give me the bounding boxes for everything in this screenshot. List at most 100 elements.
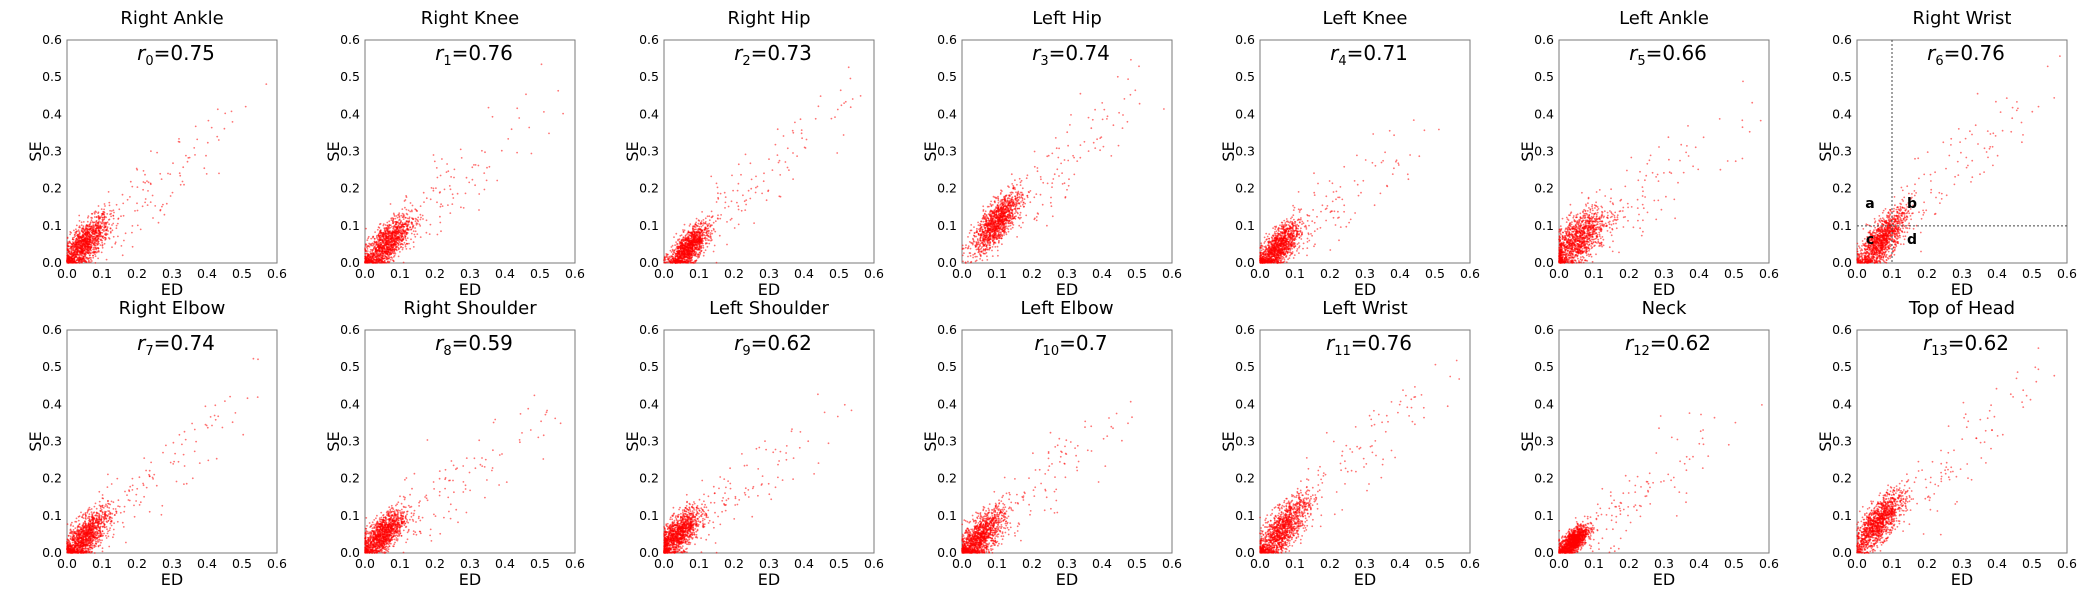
data-point [405, 208, 408, 211]
data-point [179, 183, 182, 186]
data-point [124, 232, 127, 235]
data-point [847, 66, 850, 69]
data-point [690, 232, 692, 235]
data-point [172, 162, 174, 165]
data-point [372, 256, 374, 259]
data-point [78, 231, 81, 234]
data-point [842, 134, 845, 136]
data-point [389, 203, 392, 205]
data-point [385, 262, 387, 264]
data-point [101, 241, 103, 244]
data-point [435, 167, 438, 169]
data-point [740, 209, 743, 212]
data-point [70, 245, 73, 248]
data-point [379, 237, 382, 240]
data-point [100, 222, 103, 225]
data-point [696, 242, 699, 244]
data-point [449, 212, 452, 215]
data-point [413, 233, 416, 236]
data-point [677, 239, 679, 242]
data-point [777, 161, 780, 164]
data-point [675, 255, 677, 258]
data-point [405, 221, 408, 223]
data-point [371, 262, 374, 264]
data-point [991, 249, 993, 252]
data-point [409, 226, 412, 229]
data-point [80, 221, 83, 224]
data-point [96, 238, 99, 241]
data-point [975, 243, 978, 246]
data-point [178, 141, 181, 143]
data-point [144, 173, 146, 176]
data-point [139, 228, 142, 231]
data-point [389, 224, 392, 227]
data-point [131, 245, 134, 248]
data-point [399, 251, 401, 253]
data-point [92, 224, 94, 227]
x-tick-label: 0.2 [724, 266, 744, 281]
data-point [131, 185, 134, 188]
data-point [680, 251, 683, 254]
data-point [394, 248, 396, 251]
data-point [93, 235, 96, 238]
data-point [109, 231, 112, 234]
data-point [66, 244, 69, 246]
data-point [401, 208, 404, 211]
data-point [86, 249, 88, 252]
data-point [786, 147, 789, 150]
x-tick-label: 0.1 [689, 266, 709, 281]
data-point [96, 226, 98, 229]
data-point [715, 182, 718, 185]
data-point [401, 248, 404, 251]
data-point [159, 209, 162, 212]
data-point [406, 217, 409, 220]
data-point [684, 234, 687, 237]
data-point [412, 246, 415, 248]
data-point [87, 243, 89, 246]
data-point [1021, 187, 1024, 190]
data-point [373, 241, 376, 244]
data-point [88, 254, 91, 257]
x-tick-label: 0.6 [267, 266, 287, 281]
data-point [101, 246, 104, 249]
data-point [366, 250, 369, 253]
data-point [688, 225, 691, 227]
data-point [678, 238, 681, 241]
data-point [686, 255, 688, 258]
data-point [724, 207, 726, 209]
data-point [93, 212, 96, 215]
data-point [378, 227, 381, 229]
data-point [75, 228, 77, 231]
data-point [85, 245, 88, 248]
data-point [663, 256, 666, 259]
data-point [687, 247, 689, 250]
data-point [688, 231, 690, 234]
data-point [394, 233, 397, 235]
data-point [694, 243, 697, 246]
data-point [700, 225, 703, 228]
data-point [383, 243, 386, 246]
data-point [66, 236, 69, 239]
data-point [69, 247, 72, 250]
data-point [680, 242, 682, 245]
data-point [700, 239, 703, 242]
data-point [1010, 193, 1013, 196]
data-point [75, 248, 78, 250]
data-point [370, 249, 373, 251]
data-point [96, 250, 99, 253]
data-point [373, 238, 376, 240]
data-point [376, 250, 379, 252]
y-tick-label: 0.3 [639, 144, 659, 159]
data-point [96, 232, 98, 235]
data-point [382, 236, 385, 239]
data-point [105, 228, 107, 231]
x-tick-label: 0.4 [197, 266, 217, 281]
data-point [788, 169, 790, 172]
y-tick-label: 0.0 [639, 255, 659, 270]
data-point [103, 208, 105, 211]
data-point [108, 201, 111, 204]
data-point [87, 215, 90, 218]
data-point [997, 195, 999, 198]
data-point [698, 225, 701, 228]
data-point [88, 235, 91, 238]
